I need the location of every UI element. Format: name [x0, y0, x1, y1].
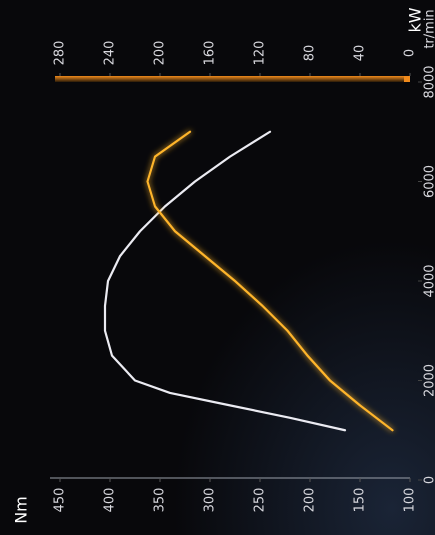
x-tick-label: 4000: [423, 264, 435, 297]
y2-color-bar: [55, 76, 410, 82]
x-tick-label: 6000: [423, 165, 435, 198]
y2-axis-label: kW: [406, 7, 425, 32]
y-tick-label: 450: [53, 488, 68, 513]
y2-tick-label: 160: [203, 41, 218, 66]
y-tick-label: 300: [203, 488, 218, 513]
y2-tick-label: 40: [353, 45, 368, 62]
y2-tick-label: 80: [303, 45, 318, 62]
x-tick-label: 2000: [423, 364, 435, 397]
y2-tick-label: 120: [253, 41, 268, 66]
y2-tick-label: 0: [403, 49, 418, 57]
y2-tick-label: 240: [103, 41, 118, 66]
y-axis-label: Nm: [12, 496, 31, 524]
y2-color-bar-edge: [404, 76, 410, 82]
y-tick-label: 100: [403, 488, 418, 513]
y2-tick-label: 200: [153, 41, 168, 66]
series-line: [146, 130, 394, 432]
x-axis-label: tr/min: [423, 9, 435, 48]
x-tick-label: 8000: [423, 65, 435, 98]
y-tick-label: 200: [303, 488, 318, 513]
plot-frame: Nm kW tr/min 100150200250300350400450040…: [12, 7, 435, 524]
y-tick-label: 150: [353, 488, 368, 513]
x-tick-label: 0: [423, 476, 435, 484]
y-tick-label: 400: [103, 488, 118, 513]
y-tick-label: 250: [253, 488, 268, 513]
y-tick-label: 350: [153, 488, 168, 513]
y2-tick-label: 280: [53, 41, 68, 66]
series-line: [103, 130, 347, 432]
